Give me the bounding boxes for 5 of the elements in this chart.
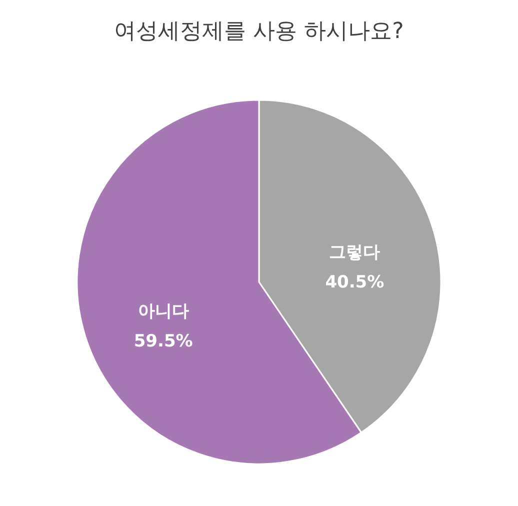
slice-label: 그렇다 bbox=[329, 242, 380, 263]
data-label: 40.5% bbox=[325, 272, 384, 293]
chart-title: 여성세정제를 사용 하시나요? bbox=[114, 19, 404, 44]
slice-label: 아니다 bbox=[138, 301, 189, 322]
data-label: 59.5% bbox=[134, 331, 193, 352]
